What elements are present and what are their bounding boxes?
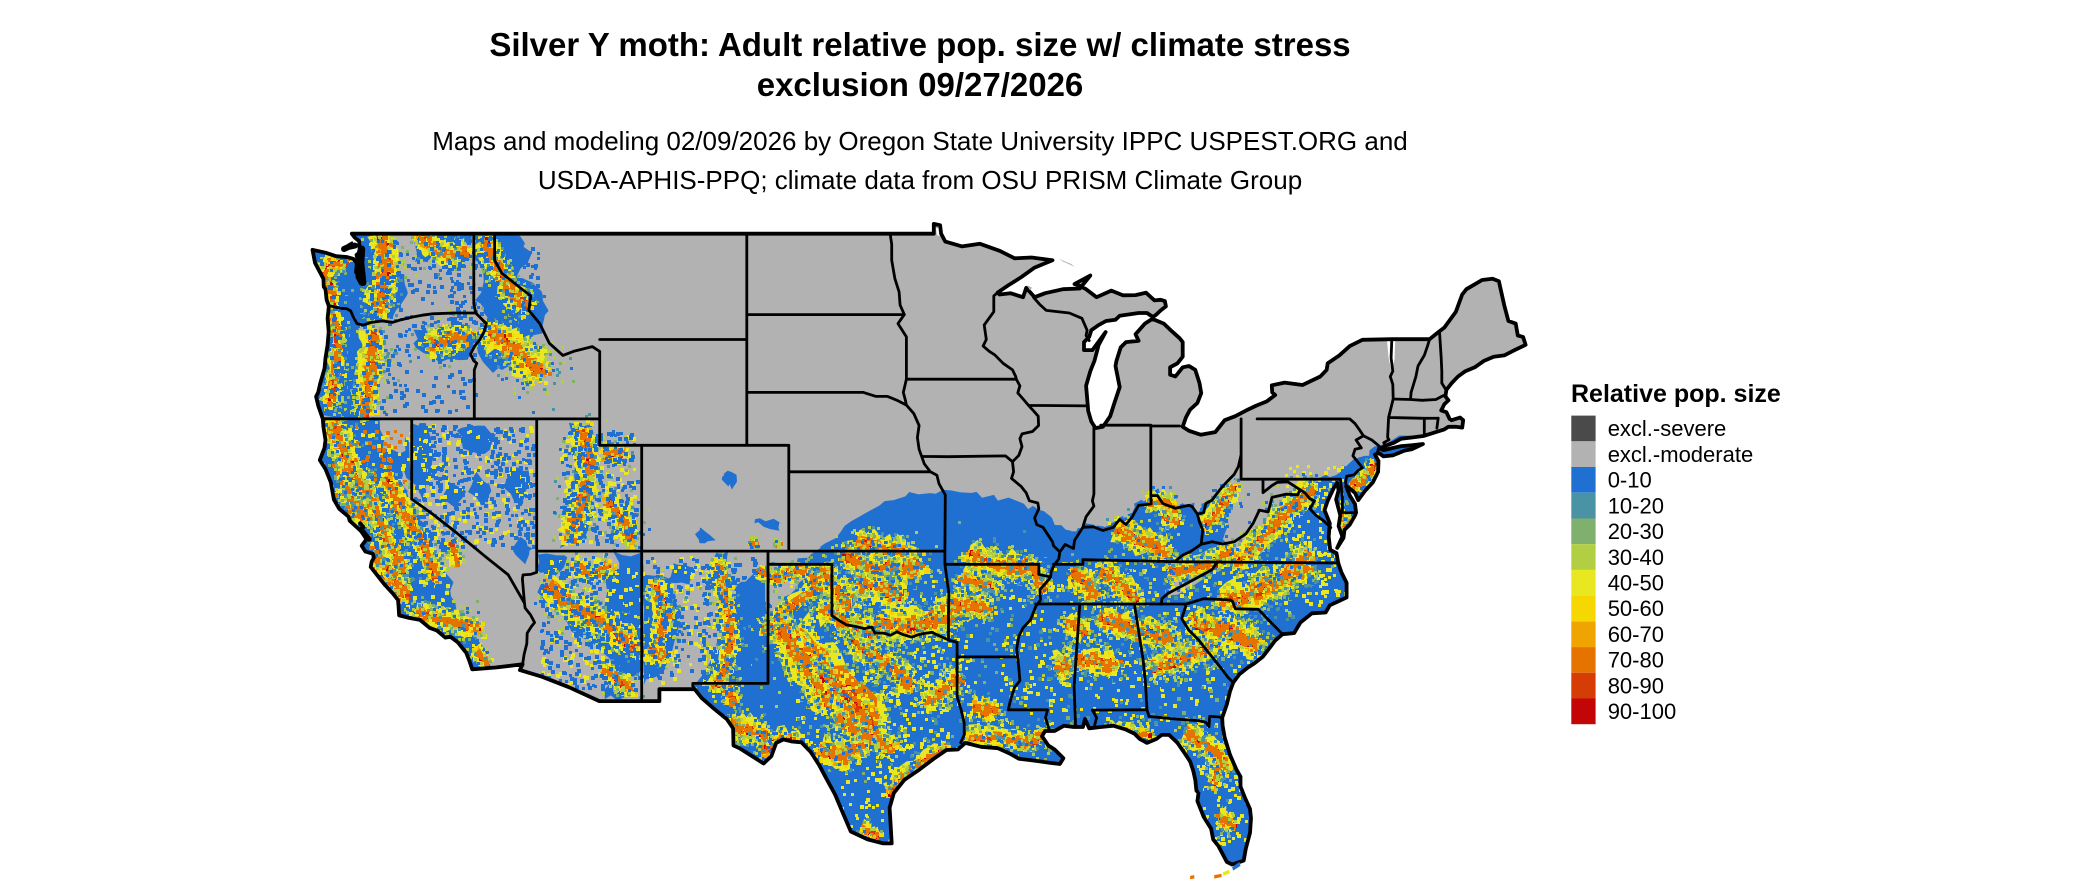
svg-text:Relative pop. size: Relative pop. size	[1571, 380, 1781, 408]
svg-text:0-10: 0-10	[1608, 468, 1652, 493]
svg-text:10-20: 10-20	[1608, 493, 1664, 518]
svg-text:50-60: 50-60	[1608, 596, 1664, 621]
svg-text:70-80: 70-80	[1608, 648, 1664, 673]
svg-text:excl.-severe: excl.-severe	[1608, 416, 1727, 441]
svg-text:60-70: 60-70	[1608, 622, 1664, 647]
svg-text:Maps and modeling 02/09/2026 b: Maps and modeling 02/09/2026 by Oregon S…	[432, 126, 1408, 156]
svg-text:90-100: 90-100	[1608, 699, 1677, 724]
svg-text:Silver Y moth: Adult relative: Silver Y moth: Adult relative pop. size …	[489, 26, 1350, 63]
svg-text:exclusion 09/27/2026: exclusion 09/27/2026	[757, 66, 1084, 103]
svg-text:40-50: 40-50	[1608, 571, 1664, 596]
svg-text:30-40: 30-40	[1608, 545, 1664, 570]
svg-text:USDA-APHIS-PPQ; climate data f: USDA-APHIS-PPQ; climate data from OSU PR…	[538, 165, 1302, 195]
svg-text:20-30: 20-30	[1608, 519, 1664, 544]
svg-text:80-90: 80-90	[1608, 673, 1664, 698]
svg-text:excl.-moderate: excl.-moderate	[1608, 442, 1754, 467]
